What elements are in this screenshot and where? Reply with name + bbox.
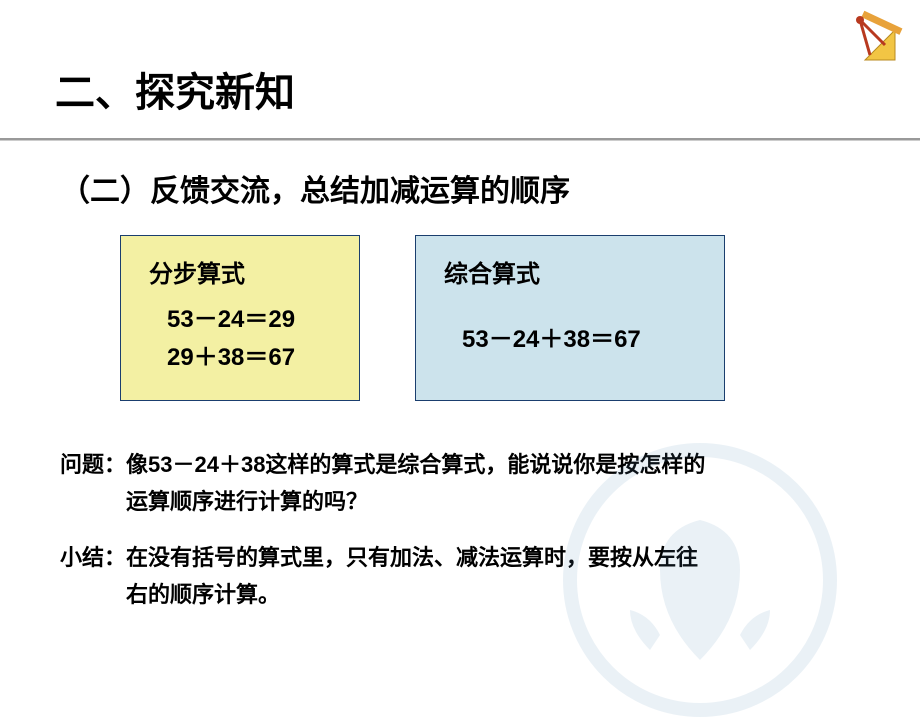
question-label: 问题： [60, 446, 126, 521]
corner-decoration-icon [845, 10, 905, 70]
summary-label: 小结： [60, 539, 126, 614]
subtitle: （二）反馈交流，总结加减运算的顺序 [0, 141, 920, 235]
formula-boxes-container: 分步算式 53－24＝29 29＋38＝67 综合算式 53－24＋38＝67 [0, 235, 920, 401]
step-formula-box: 分步算式 53－24＝29 29＋38＝67 [120, 235, 360, 401]
watermark-icon [560, 440, 840, 720]
combined-formula-box: 综合算式 53－24＋38＝67 [415, 235, 725, 401]
step-formula-2: 29＋38＝67 [149, 339, 331, 377]
combined-box-title: 综合算式 [444, 254, 696, 289]
step-box-title: 分步算式 [149, 254, 331, 289]
combined-formula: 53－24＋38＝67 [444, 301, 696, 369]
step-formula-1: 53－24＝29 [149, 301, 331, 339]
section-title: 二、探究新知 [0, 0, 920, 138]
